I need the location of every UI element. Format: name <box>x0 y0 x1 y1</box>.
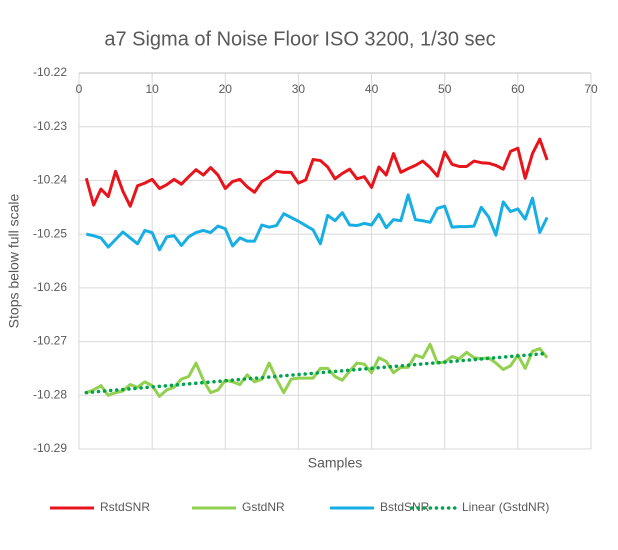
y-tick-label: -10.22 <box>33 65 67 79</box>
y-tick-label: -10.24 <box>33 173 67 187</box>
y-axis-label: Stops below full scale <box>6 193 22 328</box>
x-tick-label: 10 <box>145 82 159 96</box>
x-tick-label: 50 <box>438 82 452 96</box>
x-tick-label: 70 <box>584 82 598 96</box>
legend-label: BstdSNR <box>380 500 430 514</box>
series-line <box>84 351 549 395</box>
y-tick-label: -10.26 <box>33 280 67 294</box>
x-tick-label: 0 <box>76 82 83 96</box>
legend-label: Linear (GstdNR) <box>462 500 549 514</box>
y-tick-label: -10.25 <box>33 226 67 240</box>
x-tick-label: 40 <box>365 82 379 96</box>
legend-label: GstdNR <box>242 500 285 514</box>
series-line <box>84 137 549 208</box>
x-tick-label: 30 <box>292 82 306 96</box>
y-tick-label: -10.28 <box>33 387 67 401</box>
y-tick-label: -10.29 <box>33 441 67 455</box>
chart-title: a7 Sigma of Noise Floor ISO 3200, 1/30 s… <box>104 28 495 50</box>
x-tick-label: 20 <box>219 82 233 96</box>
y-tick-label: -10.23 <box>33 119 67 133</box>
y-tick-label: -10.27 <box>33 334 67 348</box>
x-axis-label: Samples <box>308 455 362 471</box>
series-line <box>85 193 549 252</box>
legend-label: RstdSNR <box>100 500 150 514</box>
x-tick-label: 60 <box>511 82 525 96</box>
